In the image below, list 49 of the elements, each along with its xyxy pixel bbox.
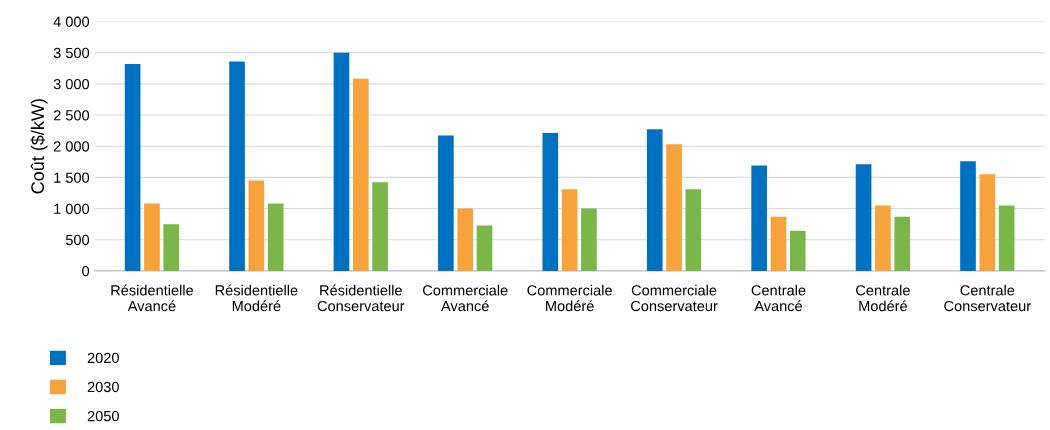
legend-label: 2020 [87,352,119,364]
y-tick-label: 3 500 [53,47,90,59]
bar [476,225,493,271]
bar [581,208,597,271]
bar [685,189,702,271]
bar [855,164,872,271]
y-tick-label: 500 [65,234,90,246]
legend-label: 2050 [87,410,119,422]
bar [267,203,284,271]
y-tick-label: 2 000 [53,141,90,152]
bar [248,180,265,271]
bar [457,208,474,271]
bar [770,216,787,271]
bar [561,189,578,271]
x-tick-label: Résidentielle Modéré [215,284,298,312]
x-tick-label: Centrale Conservateur [944,284,1031,312]
y-tick-label: 1 500 [54,172,90,183]
bar [960,161,976,271]
bar [751,165,767,271]
bar [979,174,996,271]
bar [124,63,141,271]
bar [998,205,1015,271]
bar [333,52,350,271]
y-tick-label: 0 [82,266,90,277]
x-tick-label: Centrale Avancé [751,284,806,312]
bar [666,144,682,271]
y-tick-label: 3 000 [53,78,90,90]
bar [144,203,160,271]
y-axis-title: Coût ($/kW) [30,99,48,194]
bar [163,224,180,271]
bar [894,216,911,271]
x-tick-label: Centrale Modéré [856,284,910,312]
bar [372,182,388,271]
bar [438,135,454,271]
y-tick-label: 4 000 [53,16,90,27]
legend-label: 2030 [87,381,119,393]
y-tick-label: 1 000 [54,203,90,214]
x-tick-label: Résidentielle Avancé [111,284,194,312]
bar [875,205,891,271]
bar [542,133,559,271]
bar [789,230,806,271]
bar [646,129,663,271]
y-tick-label: 2 500 [53,110,90,121]
x-tick-label: Commerciale Conservateur [631,284,718,312]
x-tick-label: Commerciale Avancé [423,284,508,312]
x-tick-label: Commerciale Modéré [527,284,612,312]
x-tick-label: Résidentielle Conservateur [317,284,405,312]
bar [229,61,245,271]
bar [352,78,369,271]
